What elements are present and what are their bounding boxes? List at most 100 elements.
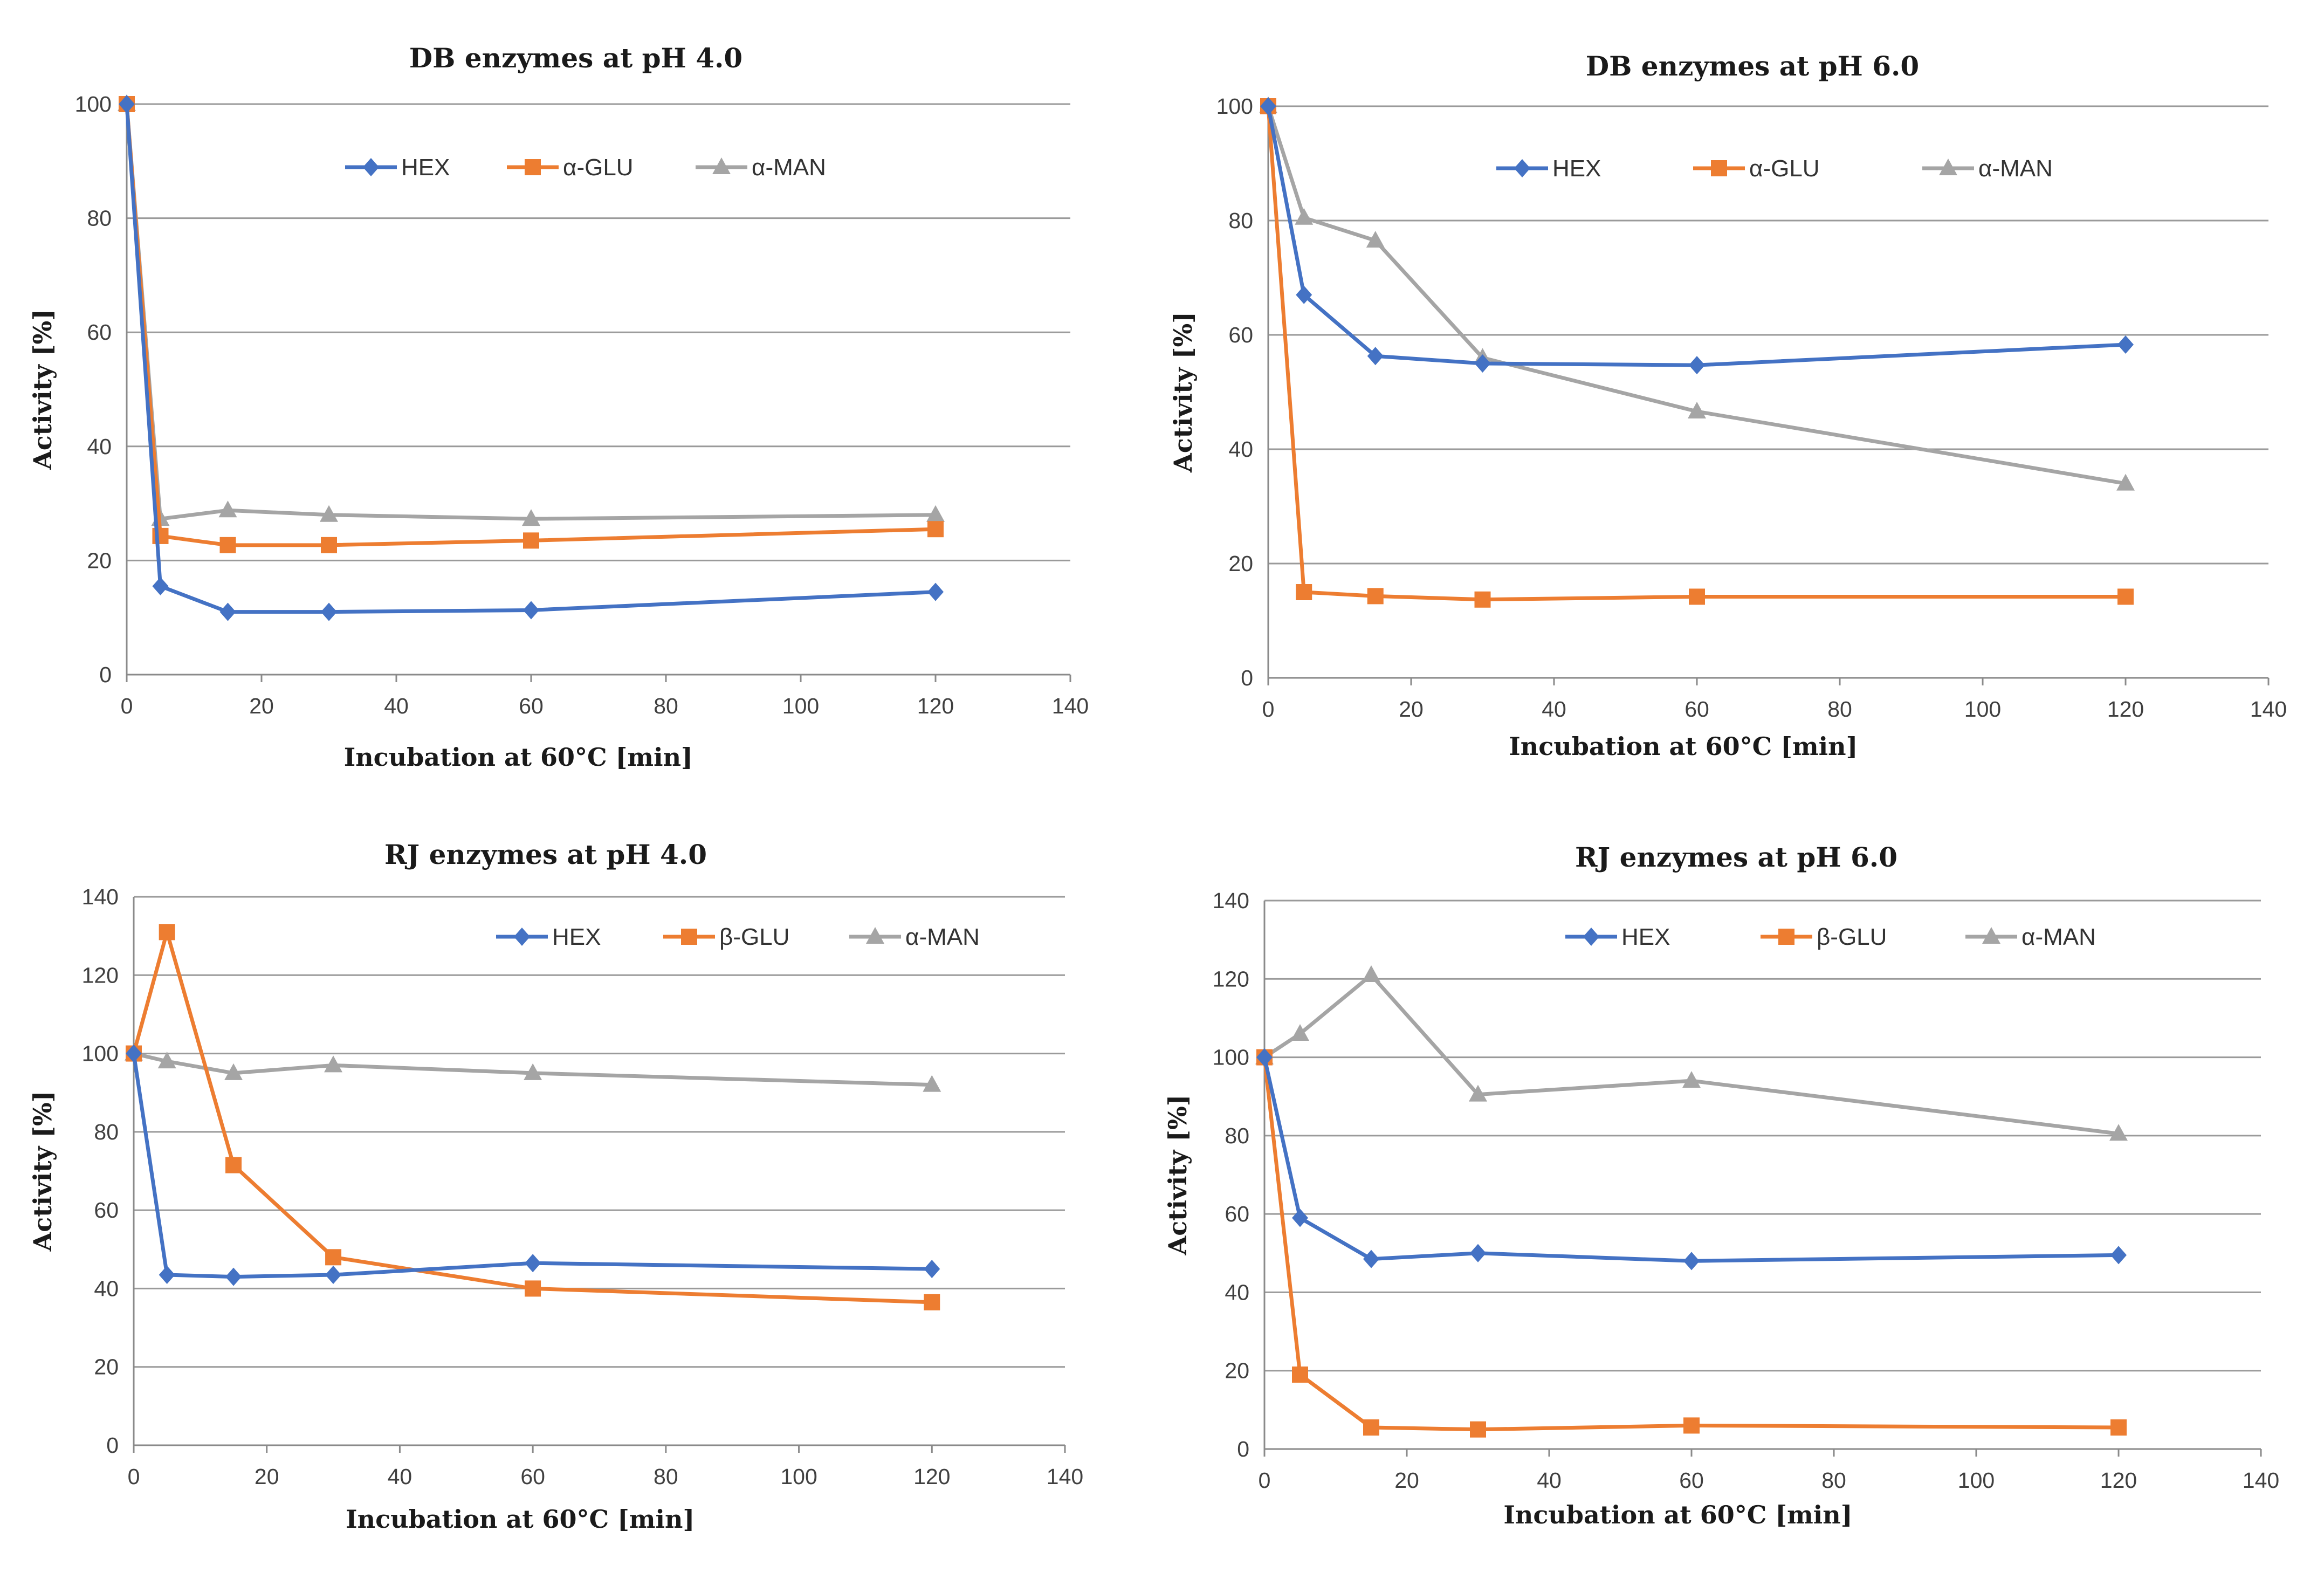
series-line-square — [1262, 1057, 2119, 1432]
data-point-square — [1292, 1366, 1308, 1383]
chart-db-ph4: 0 20 40 60 80 100 0 20 40 60 80 100 120 140 DB enzymes… — [28, 42, 1089, 772]
data-point-diamond — [219, 602, 236, 621]
data-point-square — [325, 1249, 342, 1266]
y-tick-label: 0 — [1241, 665, 1253, 690]
series-line-triangle — [133, 1052, 932, 1087]
y-tick-label: 20 — [94, 1355, 119, 1379]
y-tick-label: 120 — [82, 963, 119, 987]
data-point-square — [924, 1294, 940, 1310]
data-point-square — [1367, 588, 1384, 605]
y-tick-label: 40 — [87, 434, 112, 459]
data-point-square — [1470, 1421, 1486, 1438]
y-tick-label: 100 — [1213, 1045, 1249, 1070]
data-point-diamond — [1367, 347, 1384, 366]
series-line-triangle — [1266, 105, 2126, 486]
x-tick-label: 20 — [249, 694, 274, 718]
legend-marker-square — [1778, 929, 1794, 945]
data-point-diamond — [1260, 97, 1276, 115]
legend-label: β-GLU — [719, 924, 789, 950]
data-point-diamond — [1292, 1209, 1308, 1227]
x-tick-label: 0 — [128, 1464, 140, 1489]
data-point-square — [225, 1157, 242, 1173]
y-tick-label: 60 — [94, 1198, 119, 1223]
data-point-square — [1296, 584, 1312, 600]
y-tick-label: 100 — [75, 92, 112, 116]
x-tick-label: 40 — [1542, 697, 1566, 722]
y-tick-label: 100 — [82, 1041, 119, 1066]
x-tick-label: 140 — [1052, 694, 1089, 718]
data-point-diamond — [523, 601, 539, 620]
data-point-diamond — [1470, 1244, 1486, 1262]
data-point-triangle — [1291, 1024, 1309, 1041]
data-point-square — [523, 532, 539, 549]
y-tick-label: 20 — [87, 548, 112, 573]
x-tick-label: 60 — [1679, 1468, 1704, 1493]
y-axis-title: Activity [%] — [28, 309, 57, 470]
data-point-diamond — [325, 1266, 342, 1285]
x-tick-label: 0 — [1262, 697, 1275, 722]
data-point-triangle — [1469, 1084, 1487, 1102]
x-tick-label: 60 — [519, 694, 544, 718]
y-tick-label: 80 — [87, 206, 112, 231]
y-tick-label: 40 — [1225, 1280, 1249, 1304]
data-point-triangle — [1295, 208, 1314, 225]
x-tick-label: 40 — [1537, 1468, 1562, 1493]
data-point-diamond — [1683, 1252, 1700, 1271]
data-point-diamond — [1474, 354, 1491, 373]
legend-marker-triangle — [1939, 159, 1957, 175]
y-axis-title: Activity [%] — [28, 1091, 57, 1252]
data-point-triangle — [1682, 1071, 1701, 1088]
legend-label: α-GLU — [1749, 155, 1820, 182]
data-point-triangle — [157, 1052, 176, 1069]
legend-marker-triangle — [866, 927, 884, 944]
data-point-square — [1683, 1417, 1700, 1434]
y-tick-label: 20 — [1225, 1358, 1249, 1383]
x-tick-label: 80 — [654, 694, 678, 718]
series-line-diamond — [1262, 1056, 2119, 1263]
y-tick-label: 60 — [87, 320, 112, 345]
data-point-square — [525, 1280, 541, 1297]
y-tick-label: 0 — [106, 1433, 119, 1458]
x-tick-label: 100 — [780, 1464, 817, 1489]
data-point-diamond — [1689, 356, 1705, 375]
x-tick-label: 80 — [654, 1464, 678, 1489]
x-tick-label: 0 — [121, 694, 133, 718]
x-tick-label: 140 — [1047, 1464, 1083, 1489]
y-tick-label: 80 — [94, 1120, 119, 1144]
data-point-square — [2110, 1419, 2127, 1436]
data-point-triangle — [320, 505, 338, 522]
data-point-diamond — [525, 1254, 541, 1273]
data-point-diamond — [152, 577, 169, 596]
x-axis-title: Incubation at 60°C [min] — [344, 743, 693, 772]
data-point-square — [1689, 588, 1705, 605]
chart-rj-ph6: 0 20 40 60 80 100 120 140 0 20 40 60 80 100 120 140 RJ e… — [1163, 841, 2279, 1529]
x-tick-label: 40 — [388, 1464, 412, 1489]
legend-marker-diamond — [514, 928, 530, 946]
y-tick-label: 120 — [1213, 966, 1249, 991]
x-tick-label: 100 — [1958, 1468, 1995, 1493]
data-point-triangle — [524, 1063, 542, 1080]
data-point-triangle — [926, 505, 945, 522]
chart-db-ph6: 0 20 40 60 80 100 0 20 40 60 80 100 120 140 DB enzymes… — [1168, 50, 2287, 761]
legend-label: HEX — [1552, 155, 1601, 182]
y-tick-label: 60 — [1228, 322, 1253, 347]
data-point-square — [219, 537, 236, 553]
data-point-square — [2117, 588, 2134, 605]
x-tick-label: 140 — [2243, 1468, 2279, 1493]
chart-rj-ph4: 0 20 40 60 80 100 120 140 0 20 40 60 80 100 120 140 RJ e… — [28, 839, 1083, 1534]
y-tick-label: 60 — [1225, 1201, 1249, 1226]
x-tick-label: 20 — [255, 1464, 279, 1489]
data-point-triangle — [224, 1063, 243, 1080]
y-tick-label: 0 — [99, 662, 112, 687]
x-tick-label: 80 — [1821, 1468, 1846, 1493]
data-point-diamond — [321, 602, 337, 621]
data-point-diamond — [2117, 335, 2134, 354]
data-point-triangle — [522, 509, 540, 526]
legend-label: HEX — [1621, 924, 1670, 950]
data-point-triangle — [1362, 965, 1380, 983]
y-axis-title: Activity [%] — [1163, 1095, 1192, 1256]
data-point-square — [159, 924, 175, 940]
series-line-square — [125, 104, 936, 547]
chart-title: DB enzymes at pH 4.0 — [409, 42, 742, 74]
x-tick-label: 0 — [1259, 1468, 1271, 1493]
